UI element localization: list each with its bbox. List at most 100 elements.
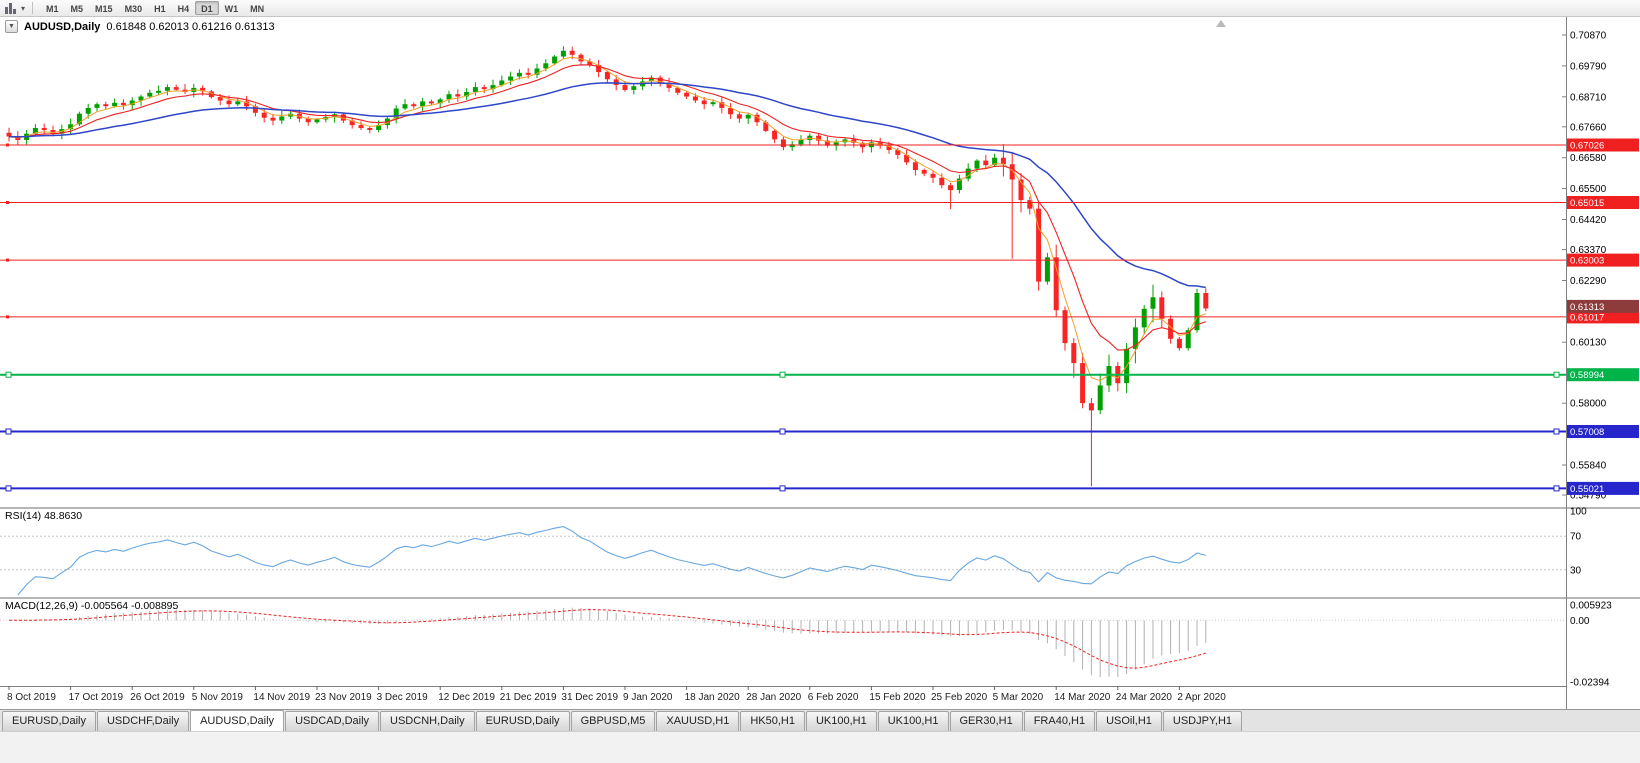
moving-average-30 xyxy=(8,82,1206,289)
pane-separator xyxy=(0,597,1640,599)
chart-tab-bar: EURUSD,Daily USDCHF,Daily AUDUSD,Daily USDC… xyxy=(0,709,1640,731)
date-tick-label: 15 Feb 2020 xyxy=(869,692,926,703)
chart-tab-uk100-h1[interactable]: UK100,H1 xyxy=(805,711,877,731)
chart-tab-usoil-h1[interactable]: USOil,H1 xyxy=(1096,711,1162,731)
timeframe-button-m30[interactable]: M30 xyxy=(124,4,143,14)
level-price-badge-0.63003 xyxy=(1567,253,1639,267)
date-tick-label: 14 Nov 2019 xyxy=(253,692,310,703)
level-handle[interactable] xyxy=(1553,485,1560,492)
chart-tab-xauusd-h1[interactable]: XAUUSD,H1 xyxy=(656,711,740,731)
chart-tab-uk100-h1[interactable]: UK100,H1 xyxy=(877,711,949,731)
level-handle[interactable] xyxy=(5,428,12,435)
chart-tab-usdcad-daily[interactable]: USDCAD,Daily xyxy=(285,711,380,731)
level-handle[interactable] xyxy=(779,485,786,492)
price-tick-label: 0.58000 xyxy=(1570,399,1607,410)
chart-tab-fra40-h1[interactable]: FRA40,H1 xyxy=(1023,711,1096,731)
date-tick-label: 12 Dec 2019 xyxy=(438,692,495,703)
date-tick-label: 5 Nov 2019 xyxy=(192,692,244,703)
price-tick-label: 0.60130 xyxy=(1570,338,1607,349)
candlestick-series xyxy=(6,46,1209,487)
level-price-badge-0.67026-text: 0.67026 xyxy=(1570,141,1604,152)
date-tick-label: 26 Oct 2019 xyxy=(130,692,185,703)
chart-tab-usdchf-daily[interactable]: USDCHF,Daily xyxy=(96,711,190,731)
rsi-line xyxy=(17,526,1206,596)
timeframe-button-h1[interactable]: H1 xyxy=(154,4,166,14)
chart-title: ▼ AUDUSD,Daily 0.61848 0.62013 0.61216 0… xyxy=(5,20,275,33)
chart-tab-audusd-daily[interactable]: AUDUSD,Daily xyxy=(190,710,285,731)
price-tick-label: 0.67660 xyxy=(1570,122,1607,133)
pane-separator xyxy=(0,507,1640,509)
chart-ohlc-values: 0.61848 0.62013 0.61216 0.61313 xyxy=(106,20,275,33)
timeframe-button-w1[interactable]: W1 xyxy=(224,4,239,14)
macd-tick-label: -0.02394 xyxy=(1570,678,1610,689)
timeframe-button-h4[interactable]: H4 xyxy=(177,4,190,14)
status-bar xyxy=(0,731,1640,763)
price-axis[interactable]: 0.70870 0.69790 0.68710 0.67660 0.66580 0.655… xyxy=(1562,31,1607,502)
level-price-badge-0.57008-text: 0.57008 xyxy=(1570,427,1604,438)
timeframe-button-m1[interactable]: M1 xyxy=(46,4,59,14)
price-tick-label: 0.64420 xyxy=(1570,215,1607,226)
timeframe-button-d1[interactable]: D1 xyxy=(195,1,219,15)
toolbar-dropdown-caret[interactable]: ▾ xyxy=(21,3,26,13)
one-click-trading-arrow[interactable]: ▼ xyxy=(5,20,18,33)
time-axis[interactable]: 8 Oct 2019 17 Oct 2019 26 Oct 2019 5 Nov 20… xyxy=(7,686,1226,703)
date-tick-label: 25 Feb 2020 xyxy=(931,692,988,703)
toolbar-separator xyxy=(32,2,34,14)
macd-histogram xyxy=(17,607,1207,678)
date-tick-label: 14 Mar 2020 xyxy=(1054,692,1111,703)
chart-canvas-area[interactable]: 0.70870 0.69790 0.68710 0.67660 0.66580 0.655… xyxy=(0,17,1640,709)
level-price-badge-0.65015-text: 0.65015 xyxy=(1570,198,1604,209)
current-price-badge xyxy=(1567,299,1639,313)
current-price-badge-text: 0.61313 xyxy=(1570,302,1604,313)
chart-tab-usdcnh-daily[interactable]: USDCNH,Daily xyxy=(380,711,475,731)
timeframe-button-m15[interactable]: M15 xyxy=(95,4,113,14)
level-price-badge-0.57008 xyxy=(1567,425,1639,438)
rsi-indicator-label: RSI(14) 48.8630 xyxy=(5,510,83,522)
timeframe-button-mn[interactable]: MN xyxy=(250,4,265,14)
level-handle[interactable] xyxy=(1553,428,1560,435)
chart-tab-gbpusd-m5[interactable]: GBPUSD,M5 xyxy=(570,711,656,731)
price-chart-svg[interactable]: 0.70870 0.69790 0.68710 0.67660 0.66580 0.655… xyxy=(0,17,1640,709)
chart-tab-eurusd-daily[interactable]: EURUSD,Daily xyxy=(2,711,96,731)
chart-background xyxy=(0,17,1640,709)
price-tick-label: 0.55840 xyxy=(1570,461,1607,472)
level-anchor[interactable] xyxy=(6,143,9,147)
level-price-badge-0.58994 xyxy=(1567,368,1639,382)
price-tick-label: 0.65500 xyxy=(1570,184,1607,195)
chart-shift-marker[interactable] xyxy=(1216,20,1226,27)
price-tick-label: 0.70870 xyxy=(1570,31,1607,42)
date-tick-label: 18 Jan 2020 xyxy=(685,692,740,703)
date-tick-label: 8 Oct 2019 xyxy=(7,692,56,703)
level-handle[interactable] xyxy=(1553,371,1560,378)
price-tick-label: 0.63370 xyxy=(1570,245,1607,256)
date-tick-label: 2 Apr 2020 xyxy=(1177,692,1226,703)
timeframe-button-m5[interactable]: M5 xyxy=(70,4,84,14)
price-tick-label: 0.69790 xyxy=(1570,61,1607,72)
level-handle[interactable] xyxy=(779,371,786,378)
date-tick-label: 23 Nov 2019 xyxy=(315,692,372,703)
moving-average-4 xyxy=(8,56,1206,382)
level-price-badge-0.55021 xyxy=(1567,481,1639,495)
chart-tab-ger30-h1[interactable]: GER30,H1 xyxy=(949,711,1023,731)
level-price-badge-0.58994-text: 0.58994 xyxy=(1570,370,1604,381)
date-tick-label: 3 Dec 2019 xyxy=(377,692,429,703)
level-handle[interactable] xyxy=(779,428,786,435)
chart-symbol-period: AUDUSD,Daily xyxy=(24,20,101,33)
level-handle[interactable] xyxy=(5,371,12,378)
moving-average-9 xyxy=(8,64,1206,351)
level-anchor[interactable] xyxy=(6,315,9,319)
chart-tab-usdjpy-h1[interactable]: USDJPY,H1 xyxy=(1162,711,1243,731)
level-price-badge-0.67026 xyxy=(1567,138,1639,152)
macd-indicator-label: MACD(12,26,9) -0.005564 -0.008895 xyxy=(5,600,179,612)
price-tick-label: 0.68710 xyxy=(1570,92,1607,103)
level-price-badge-0.61017 xyxy=(1567,310,1639,324)
chart-tab-hk50-h1[interactable]: HK50,H1 xyxy=(740,711,805,731)
date-tick-label: 31 Dec 2019 xyxy=(561,692,618,703)
level-anchor[interactable] xyxy=(6,258,9,262)
level-anchor[interactable] xyxy=(6,201,9,204)
chart-tab-eurusd-daily[interactable]: EURUSD,Daily xyxy=(475,711,570,731)
date-tick-label: 28 Jan 2020 xyxy=(746,692,801,703)
chart-window-icon[interactable] xyxy=(4,2,18,15)
date-tick-label: 6 Feb 2020 xyxy=(808,692,859,703)
level-handle[interactable] xyxy=(5,485,12,492)
